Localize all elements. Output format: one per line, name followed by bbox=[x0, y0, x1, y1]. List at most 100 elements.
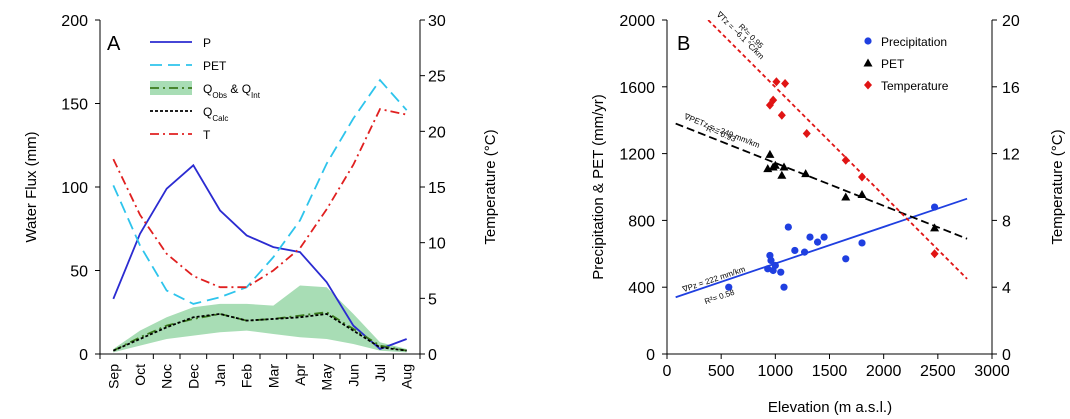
panel-b-point-temperature bbox=[930, 249, 939, 259]
panel-b-fit-annotation: ∇P⁠z = 222 mm/km bbox=[680, 264, 746, 294]
panel-b-y2-tick-label: 4 bbox=[1002, 280, 1011, 297]
panel-a-y-tick-label: 0 bbox=[79, 347, 88, 364]
panel-b-fit-r2: R²= 0.58 bbox=[703, 288, 736, 307]
panel-b-point-temperature bbox=[781, 78, 790, 88]
panel-b-x-tick-label: 0 bbox=[663, 363, 672, 380]
panel-b-points bbox=[725, 77, 940, 291]
panel-a-x-tick-label: Aug bbox=[399, 364, 415, 389]
panel-a-lines-layer bbox=[112, 78, 408, 352]
panel-a-legend: P PET QObs & QInt QCalc T bbox=[150, 36, 261, 142]
panel-b-fit-line-temperature bbox=[707, 20, 968, 280]
panel-a-x-tick-label: Apr bbox=[292, 364, 308, 386]
panel-b-fit-line-precipitation bbox=[675, 197, 968, 299]
panel-a-x-tick-label: Jan bbox=[212, 364, 228, 387]
panel-b-x-tick-label: 1500 bbox=[812, 363, 848, 380]
panel-a-legend-label: QCalc bbox=[203, 105, 228, 123]
panel-a-y-tick-label: 50 bbox=[70, 264, 88, 281]
panel-b-y-tick-label: 2000 bbox=[619, 13, 655, 30]
panel-a-y2-tick-label: 30 bbox=[428, 13, 446, 30]
panel-a-legend-label: PET bbox=[203, 59, 227, 73]
panel-a-x-tick-label: Jul bbox=[372, 364, 388, 382]
panel-b-y2-tick-label: 12 bbox=[1002, 147, 1020, 164]
panel-b-point-temperature bbox=[777, 110, 786, 120]
panel-b-legend-marker-temperature bbox=[864, 80, 872, 90]
panel-a-y2-tick-label: 15 bbox=[428, 180, 446, 197]
panel-b-y2-tick-label: 20 bbox=[1002, 13, 1020, 30]
panel-b-point-pet bbox=[777, 170, 787, 179]
panel-b-point-precipitation bbox=[820, 233, 828, 241]
panel-b-point-temperature bbox=[769, 95, 778, 105]
panel-b-point-pet bbox=[779, 162, 789, 171]
panel-b-point-precipitation bbox=[800, 248, 809, 256]
panel-b-ylabel: Precipitation & PET (mm/yr) bbox=[590, 94, 607, 280]
panel-b-point-precipitation bbox=[842, 255, 850, 263]
panel-b-xlabel: Elevation (m a.s.l.) bbox=[768, 399, 892, 416]
panel-b-fit-annotation: ∇T⁠z = −6.1 °C/km bbox=[714, 9, 766, 61]
panel-b-point-temperature bbox=[858, 172, 866, 182]
panel-b-legend-label-pet: PET bbox=[881, 57, 905, 71]
panel-a-y2-tick-label: 20 bbox=[428, 124, 446, 141]
panel-a-x-tick-label: Dec bbox=[185, 364, 201, 389]
panel-b-letter: B bbox=[677, 33, 690, 55]
panel-b-point-precipitation bbox=[764, 265, 772, 273]
panel-a-x-tick-label: May bbox=[319, 364, 335, 390]
panel-b-legend-label-temperature: Temperature bbox=[881, 79, 949, 93]
panel-b-point-temperature bbox=[841, 155, 850, 165]
panel-a-x-tick-label: Mar bbox=[265, 364, 281, 388]
panel-a-y2-tick-label: 25 bbox=[428, 69, 446, 86]
panel-a-y-tick-label: 200 bbox=[61, 13, 88, 30]
panel-b-legend-marker-pet bbox=[863, 58, 873, 67]
panel-a-axes bbox=[99, 20, 421, 355]
panel-b-x-tick-label: 500 bbox=[708, 363, 735, 380]
panel-b-y2-tick-label: 0 bbox=[1002, 347, 1011, 364]
panel-a-legend-label: P bbox=[203, 36, 211, 50]
panel-a-y2-tick-label: 0 bbox=[428, 347, 437, 364]
panel-a-y2-tick-label: 5 bbox=[428, 291, 437, 308]
panel-a-ticks: 0 50 100 150 200 0 5 10 15 20 25 30 Sep Oct Noc Dec Jan F… bbox=[61, 13, 446, 390]
panel-a-x-tick-label: Jun bbox=[345, 364, 361, 387]
panel-b-x-tick-label: 3000 bbox=[974, 363, 1010, 380]
panel-a-ylabel: Water Flux (mm) bbox=[23, 131, 40, 242]
panel-b-point-temperature bbox=[802, 129, 811, 139]
panel-b-point-pet bbox=[770, 160, 780, 169]
panel-b-point-precipitation bbox=[780, 283, 788, 291]
panel-a-x-tick-label: Sep bbox=[105, 364, 121, 389]
panel-b-point-precipitation bbox=[930, 203, 939, 211]
panel-a-line-series-3 bbox=[112, 311, 407, 352]
panel-a-chart: A 0 50 100 150 200 0 5 10 15 20 25 30 Sep Oct Noc Dec Ja… bbox=[23, 13, 499, 390]
panel-a-line-pet bbox=[112, 78, 408, 305]
panel-b-y-tick-label: 1600 bbox=[619, 80, 655, 97]
panel-b-y2label: Temperature (°C) bbox=[1049, 129, 1066, 244]
panel-b-chart: B 0 400 800 1200 1600 2000 0 4 8 12 16 20 0 500 1000 15… bbox=[590, 9, 1066, 416]
panel-a-letter: A bbox=[107, 33, 121, 55]
panel-a-line-p bbox=[112, 163, 407, 351]
panel-b-axes bbox=[666, 20, 993, 355]
panel-a-x-tick-label: Noc bbox=[159, 364, 175, 389]
panel-a-legend-label: QObs & QInt bbox=[203, 82, 261, 100]
panel-b-fit-line-pet bbox=[675, 122, 968, 240]
panel-b-point-precipitation bbox=[813, 238, 822, 246]
panel-b-point-pet bbox=[857, 190, 867, 199]
panel-b-point-precipitation bbox=[791, 246, 799, 255]
panel-b-y-tick-label: 1200 bbox=[619, 147, 655, 164]
panel-b-legend-marker-precipitation bbox=[864, 37, 872, 45]
panel-a-line-t bbox=[112, 108, 407, 289]
panel-b-point-pet bbox=[930, 223, 940, 232]
panel-b-point-temperature bbox=[772, 77, 781, 87]
panel-b-point-precipitation bbox=[777, 268, 785, 276]
panel-b-x-tick-label: 2500 bbox=[920, 363, 956, 380]
panel-b-point-precipitation bbox=[784, 223, 792, 231]
panel-b-y-tick-label: 0 bbox=[646, 347, 655, 364]
panel-b-point-precipitation bbox=[767, 256, 775, 265]
panel-a-x-tick-label: Feb bbox=[239, 364, 255, 388]
panel-b-x-tick-label: 1000 bbox=[758, 363, 794, 380]
panel-b-x-tick-label: 2000 bbox=[866, 363, 902, 380]
panel-a-y-tick-label: 150 bbox=[61, 97, 88, 114]
panel-b-point-pet bbox=[841, 192, 851, 201]
panel-b-y2-tick-label: 16 bbox=[1002, 80, 1020, 97]
panel-b-point-pet bbox=[765, 149, 775, 158]
panel-a-y2label: Temperature (°C) bbox=[482, 129, 499, 244]
panel-b-point-precipitation bbox=[771, 261, 779, 270]
